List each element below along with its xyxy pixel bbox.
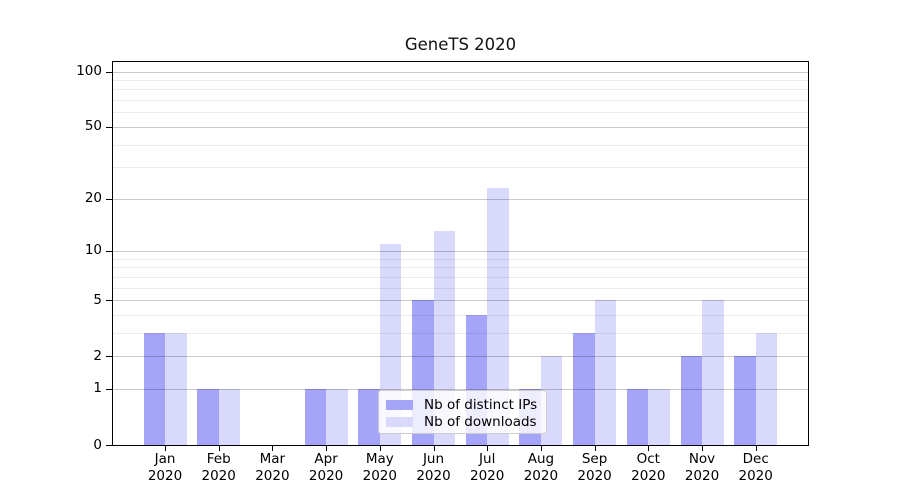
y-tick-mark xyxy=(106,71,112,73)
x-tick-mark xyxy=(487,446,489,451)
bar-downloads-nov xyxy=(702,300,724,445)
x-tick-label-aug: Aug 2020 xyxy=(523,451,559,484)
x-tick-mark xyxy=(755,446,757,451)
x-tick-label-jan: Jan 2020 xyxy=(147,451,183,484)
y-tick-label-2: 2 xyxy=(93,347,102,364)
bar-downloads-dec xyxy=(755,332,778,445)
bar-downloads-apr xyxy=(326,388,348,445)
x-tick-label-jun: Jun 2020 xyxy=(416,451,451,484)
major-gridline xyxy=(113,126,808,128)
x-tick-mark xyxy=(218,446,220,451)
x-tick-label-sep: Sep 2020 xyxy=(577,451,612,484)
y-tick-mark xyxy=(106,388,112,390)
y-tick-label-5: 5 xyxy=(93,291,102,308)
x-tick-label-jul: Jul 2020 xyxy=(470,451,505,484)
bar-downloads-sep xyxy=(594,300,617,445)
bars-layer xyxy=(113,62,808,445)
major-gridline xyxy=(113,300,808,301)
minor-gridline xyxy=(113,314,808,316)
y-tick-label-1: 1 xyxy=(93,380,102,397)
x-tick-mark xyxy=(272,446,274,451)
bar-ips-jan xyxy=(143,332,165,445)
y-tick-mark xyxy=(106,300,112,301)
legend-swatch-distinct-ips xyxy=(386,400,413,410)
x-tick-label-nov: Nov 2020 xyxy=(684,451,720,484)
minor-gridline xyxy=(113,89,808,91)
y-tick-label-50: 50 xyxy=(84,118,102,135)
minor-gridline xyxy=(113,144,808,146)
major-gridline xyxy=(113,356,808,358)
legend-swatch-downloads xyxy=(386,417,413,427)
minor-gridline xyxy=(113,332,808,334)
legend-label-downloads: Nb of downloads xyxy=(424,414,537,430)
legend-entry-distinct-ips: Nb of distinct IPs xyxy=(386,397,538,413)
x-tick-mark xyxy=(648,446,650,451)
plot-area xyxy=(112,61,809,446)
minor-gridline xyxy=(113,79,808,81)
chart-title: GeneTS 2020 xyxy=(404,35,517,54)
bar-ips-nov xyxy=(680,356,702,445)
bar-downloads-jan xyxy=(165,332,187,445)
y-tick-label-100: 100 xyxy=(76,63,102,79)
x-tick-label-feb: Feb 2020 xyxy=(201,451,236,484)
major-gridline xyxy=(113,198,808,200)
x-tick-label-dec: Dec 2020 xyxy=(738,451,773,484)
x-tick-mark xyxy=(702,446,703,451)
x-tick-label-may: May 2020 xyxy=(362,451,397,484)
major-gridline xyxy=(113,388,808,390)
minor-gridline xyxy=(113,287,808,289)
x-tick-mark xyxy=(433,446,435,451)
minor-gridline xyxy=(113,167,808,169)
x-tick-mark xyxy=(379,446,381,451)
x-tick-mark xyxy=(540,446,542,451)
bar-ips-oct xyxy=(626,388,649,445)
y-tick-mark xyxy=(106,198,112,200)
y-tick-mark xyxy=(106,445,112,446)
minor-gridline xyxy=(113,100,808,101)
bar-downloads-feb xyxy=(218,388,241,445)
major-gridline xyxy=(113,71,808,73)
legend-label-distinct-ips: Nb of distinct IPs xyxy=(424,397,538,413)
x-tick-mark xyxy=(165,446,166,451)
y-tick-label-0: 0 xyxy=(93,436,102,453)
bar-ips-apr xyxy=(304,388,327,445)
x-tick-label-apr: Apr 2020 xyxy=(308,451,344,484)
y-tick-mark xyxy=(106,126,112,128)
major-gridline xyxy=(113,250,808,252)
y-tick-label-20: 20 xyxy=(84,190,102,207)
minor-gridline xyxy=(113,276,808,278)
bar-downloads-oct xyxy=(648,388,670,445)
legend: Nb of distinct IPs Nb of downloads xyxy=(378,390,547,434)
gridlines-layer xyxy=(113,62,808,445)
y-tick-mark xyxy=(106,250,112,252)
y-tick-mark xyxy=(106,356,112,358)
bar-ips-sep xyxy=(573,332,595,445)
x-tick-mark xyxy=(326,446,328,451)
bar-ips-feb xyxy=(197,388,219,445)
x-tick-label-oct: Oct 2020 xyxy=(631,451,666,484)
x-tick-mark xyxy=(594,446,596,451)
bar-downloads-jul xyxy=(487,187,509,445)
bar-ips-dec xyxy=(734,356,756,445)
x-tick-label-mar: Mar 2020 xyxy=(255,451,290,484)
y-tick-label-10: 10 xyxy=(84,242,102,259)
minor-gridline xyxy=(113,112,808,114)
minor-gridline xyxy=(113,258,808,260)
minor-gridline xyxy=(113,267,808,269)
legend-entry-downloads: Nb of downloads xyxy=(386,414,538,430)
bar-ips-may xyxy=(358,388,380,445)
